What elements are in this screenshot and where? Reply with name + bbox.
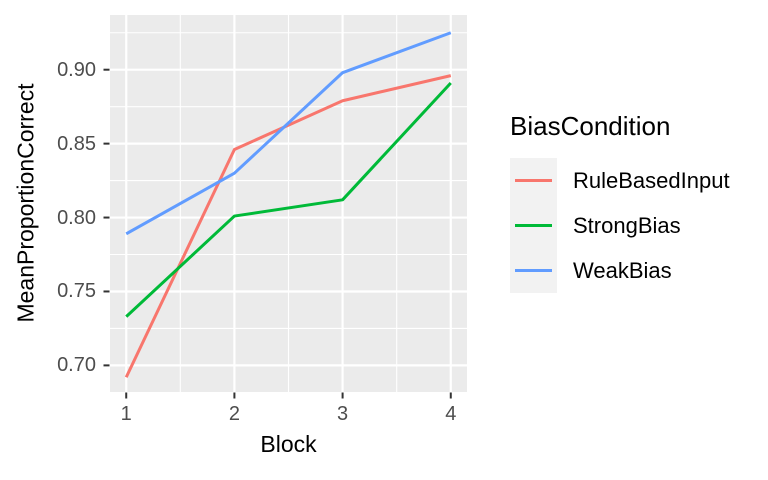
y-tick-label: 0.70 <box>57 354 96 377</box>
y-tick-label: 0.75 <box>57 280 96 303</box>
y-tick-label: 0.80 <box>57 206 96 229</box>
y-tick-label: 0.85 <box>57 132 96 155</box>
series-line-weakbias <box>125 31 452 236</box>
x-tick-label: 4 <box>445 403 457 425</box>
legend-title: BiasCondition <box>510 111 671 141</box>
series-line-strongbias <box>125 81 452 318</box>
legend-label: WeakBias <box>573 257 672 283</box>
legend-entry-strongbias: StrongBias <box>510 203 730 248</box>
x-tick-label: 1 <box>120 403 132 425</box>
x-tick-label: 2 <box>228 403 240 425</box>
line-swatch-icon <box>515 179 552 182</box>
legend: BiasCondition RuleBasedInput StrongBias … <box>510 111 730 293</box>
x-axis-title: Block <box>260 431 317 457</box>
legend-key-box <box>510 248 557 293</box>
legend-entry-weakbias: WeakBias <box>510 248 730 293</box>
legend-label: RuleBasedInput <box>573 167 730 193</box>
series-line-rulebasedinput <box>124 74 452 378</box>
legend-keys: RuleBasedInput StrongBias WeakBias <box>510 158 730 293</box>
legend-label: StrongBias <box>573 212 681 238</box>
legend-entry-rulebasedinput: RuleBasedInput <box>510 158 730 203</box>
y-tick-label: 0.90 <box>57 58 96 81</box>
legend-key-box <box>510 158 557 203</box>
line-swatch-icon <box>515 269 552 272</box>
x-tick-label: 3 <box>337 403 349 425</box>
line-swatch-icon <box>515 224 552 227</box>
legend-key-box <box>510 203 557 248</box>
